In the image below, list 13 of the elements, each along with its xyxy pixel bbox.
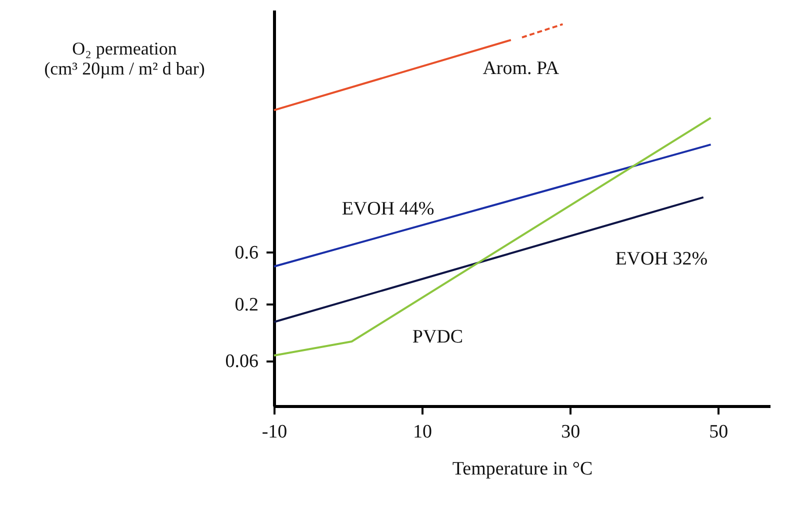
y-tick-label: 0.2 [234,294,258,316]
x-tick-label: 10 [413,422,432,442]
series-label: Arom. PA [482,58,560,80]
y-tick-label: 0.6 [234,242,258,264]
x-tick-label: 50 [709,422,728,442]
x-tick-label: -10 [262,422,288,442]
y-axis-title: O₂ permeation (cm³ 20µm / m² d bar) [44,38,205,78]
x-tick-label: 30 [561,422,580,442]
series-label: EVOH 32% [615,248,708,270]
series-label: EVOH 44% [342,198,434,220]
x-axis-title: Temperature in °C [452,458,593,480]
y-tick-label: 0.06 [225,351,258,372]
series-label: PVDC [412,326,464,348]
